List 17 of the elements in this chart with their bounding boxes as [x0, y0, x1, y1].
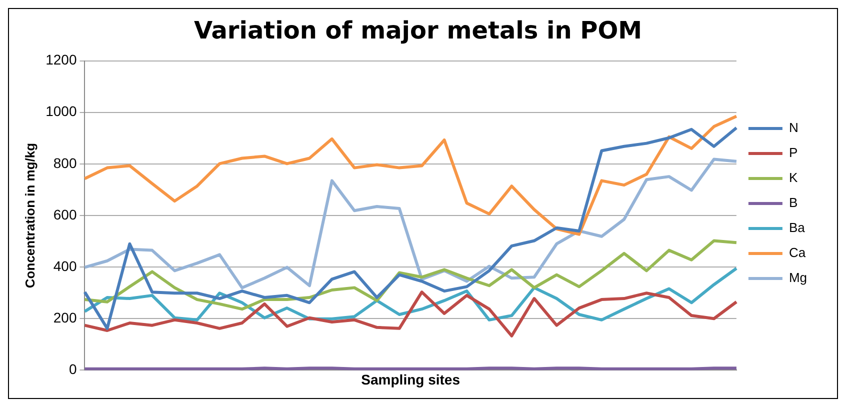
y-tick-label: 800 — [53, 154, 77, 171]
legend-label: Ca — [788, 245, 806, 260]
y-tick-label: 0 — [68, 361, 77, 378]
x-axis-title: Sampling sites — [361, 371, 460, 388]
legend-label: P — [788, 145, 798, 160]
y-tick-label: 1000 — [46, 103, 77, 120]
y-tick-label: 200 — [53, 309, 77, 326]
legend-label: K — [788, 170, 798, 186]
legend-label: N — [788, 120, 798, 136]
legend-label: Mg — [788, 270, 808, 286]
y-tick-label: 400 — [53, 258, 77, 274]
y-tick-label: 600 — [53, 206, 77, 222]
chart-title: Variation of major metals in POM — [194, 16, 642, 45]
legend-label: Ba — [788, 220, 806, 236]
legend-label: B — [788, 195, 798, 210]
y-axis-title: Concentration in mg/kg — [22, 142, 38, 288]
y-tick-label: 1200 — [46, 52, 77, 68]
